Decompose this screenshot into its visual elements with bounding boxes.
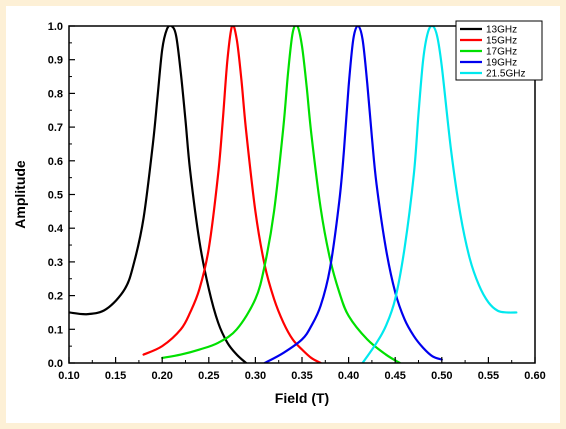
x-tick-label: 0.45 — [384, 370, 405, 382]
legend-label: 15GHz — [486, 36, 517, 47]
legend-label: 19GHz — [486, 58, 517, 69]
y-tick-label: 0.0 — [48, 358, 63, 370]
y-tick-label: 1.0 — [48, 21, 63, 33]
x-tick-label: 0.40 — [338, 370, 359, 382]
series-line-21-5ghz — [361, 26, 518, 363]
y-tick-label: 0.7 — [48, 122, 63, 134]
y-tick-label: 0.8 — [48, 88, 63, 100]
y-tick-label: 0.9 — [48, 55, 63, 67]
x-tick-label: 0.15 — [105, 370, 126, 382]
y-tick-label: 0.3 — [48, 257, 63, 269]
series-line-13ghz — [69, 26, 248, 363]
x-tick-label: 0.50 — [431, 370, 452, 382]
plot-area — [69, 26, 518, 363]
y-tick-label: 0.4 — [48, 223, 64, 235]
x-tick-label: 0.30 — [245, 370, 266, 382]
x-tick-label: 0.35 — [291, 370, 312, 382]
x-tick-label: 0.10 — [58, 370, 79, 382]
series-curves — [69, 26, 518, 363]
series-line-19ghz — [263, 26, 443, 363]
series-line-17ghz — [161, 26, 401, 363]
legend-label: 21.5GHz — [486, 69, 525, 80]
chart-panel: 0.10 0.15 0.20 0.25 0.30 0.35 0.40 0.45 0.50 0.55… — [6, 6, 560, 423]
x-tick-label: 0.60 — [524, 370, 545, 382]
y-tick-label: 0.2 — [48, 291, 63, 303]
x-tick-label: 0.25 — [198, 370, 219, 382]
legend-box — [455, 20, 543, 81]
legend-label: 13GHz — [486, 25, 517, 36]
x-tick-label: 0.55 — [478, 370, 499, 382]
axes: 0.10 0.15 0.20 0.25 0.30 0.35 0.40 0.45 0.50 0.55… — [48, 21, 546, 382]
y-tick-label: 0.6 — [48, 156, 63, 168]
x-tick-label: 0.20 — [151, 370, 172, 382]
chart: 0.10 0.15 0.20 0.25 0.30 0.35 0.40 0.45 0.50 0.55… — [12, 20, 546, 406]
legend-label: 17GHz — [486, 47, 517, 58]
y-tick-label: 0.5 — [48, 190, 63, 202]
x-axis-title: Field (T) — [275, 390, 329, 406]
y-tick-label: 0.1 — [48, 324, 63, 336]
y-axis-title: Amplitude — [12, 160, 28, 229]
series-line-15ghz — [142, 26, 322, 363]
